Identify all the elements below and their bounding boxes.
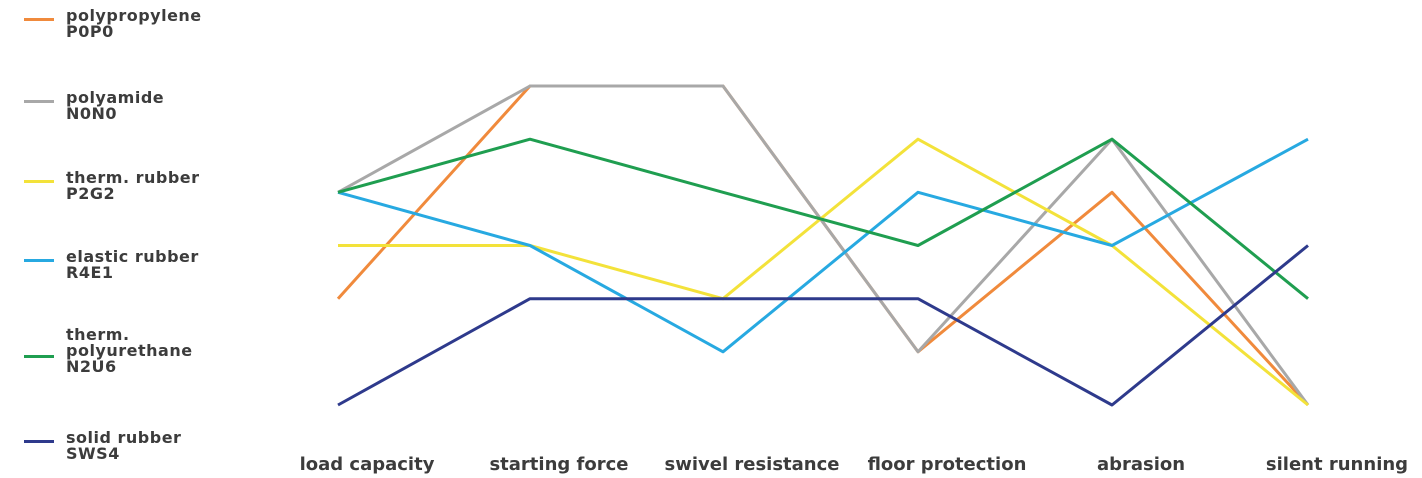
legend-label-line: N0N0 [66,104,118,123]
legend-label-line: polyamide [66,88,165,107]
legend-label: therm. rubber P2G2 [66,170,200,202]
legend-label: therm. polyurethane N2U6 [66,327,193,375]
legend-label-line: SWS4 [66,444,120,463]
legend-label-line: P0P0 [66,22,114,41]
legend-swatch [24,440,54,443]
legend-label: solid rubber SWS4 [66,430,181,462]
legend-label-line: therm. [66,325,130,344]
x-tick-label: silent running [1266,454,1408,475]
legend-label: polypropylene P0P0 [66,8,202,40]
x-tick-label: starting force [489,454,628,475]
legend-label-line: solid rubber [66,428,182,447]
legend-swatch [24,100,54,103]
legend-label-line: therm. rubber [66,168,200,187]
series-line-5 [337,244,1309,407]
legend-label-line: P2G2 [66,184,116,203]
legend-swatch [24,259,54,262]
legend-swatch [24,355,54,358]
series-line-3 [337,137,1309,354]
x-axis-tick-labels: load capacity starting force swivel resist… [300,454,1409,475]
legend-label: polyamide N0N0 [66,90,164,122]
x-tick-label: load capacity [300,454,435,475]
legend: polypropylene P0P0 polyamide N0N0 therm. rub… [0,0,260,478]
legend-label-line: elastic rubber [66,247,199,266]
legend-label-line: R4E1 [66,263,114,282]
legend-label-line: polypropylene [66,6,202,25]
legend-label-line: polyurethane [66,341,193,360]
legend-label-line: N2U6 [66,357,117,376]
series-lines [336,84,1310,407]
legend-swatch [24,18,54,21]
legend-label: elastic rubber R4E1 [66,249,199,281]
x-tick-label: abrasion [1097,454,1185,475]
series-line-4 [337,137,1309,300]
legend-swatch [24,180,54,183]
x-tick-label: floor protection [868,454,1027,475]
x-tick-label: swivel resistance [664,454,839,475]
